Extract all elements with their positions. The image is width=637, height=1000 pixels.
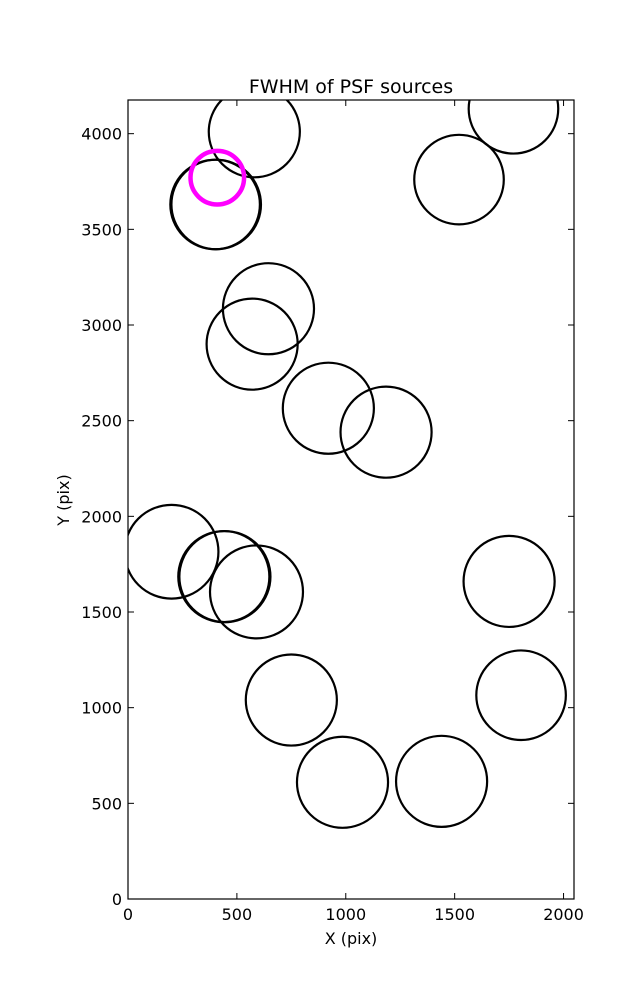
source-circle [467,100,560,155]
y-tick-label: 2500 [81,412,122,431]
x-tick-label: 0 [123,905,133,924]
y-axis-ticks: 0 500 1000 1500 2000 2500 3000 3500 4000 [81,125,574,909]
source-circle [207,100,301,179]
y-axis-label: Y (pix) [54,474,73,526]
source-circle [244,653,338,747]
y-tick-label: 3000 [81,316,122,335]
plot-frame [127,99,575,900]
y-tick-label: 1500 [81,603,122,622]
source-circle [208,544,305,640]
x-tick-label: 1500 [434,905,475,924]
source-circle [281,361,375,455]
source-circle [295,735,390,829]
source-circle [475,649,567,742]
source-circle [462,534,556,629]
highlighted-source-circle [188,148,247,207]
source-circle [205,297,299,391]
y-tick-label: 3500 [81,220,122,239]
x-tick-label: 500 [222,905,253,924]
y-tick-label: 500 [91,794,122,813]
source-circle [394,734,489,828]
y-tick-label: 1000 [81,699,122,718]
source-circle [413,133,505,226]
y-tick-label: 2000 [81,507,122,526]
source-circle [128,503,220,600]
x-tick-label: 1000 [325,905,366,924]
x-axis-ticks: 0 500 1000 1500 2000 [123,100,584,924]
x-axis-label: X (pix) [325,929,378,948]
source-circle [170,158,263,251]
x-tick-label: 2000 [543,905,584,924]
psf-source-circles [128,100,567,829]
source-circle [178,529,272,624]
y-tick-label: 4000 [81,125,122,144]
source-circle [339,385,433,479]
chart-title: FWHM of PSF sources [249,76,453,98]
y-tick-label: 0 [112,890,122,909]
